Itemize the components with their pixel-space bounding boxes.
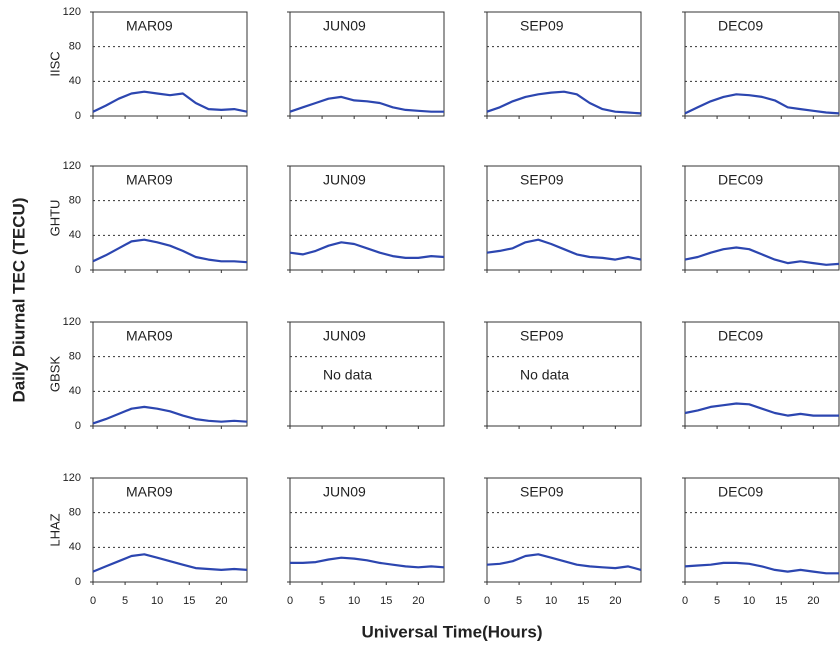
y-tick-label: 40 (69, 385, 81, 397)
plot-frame (92, 321, 248, 427)
x-tick-label: 5 (516, 595, 522, 607)
panel-title: JUN09 (323, 18, 366, 34)
y-tick-label: 40 (69, 229, 81, 241)
y-tick-label: 80 (69, 195, 81, 207)
x-tick-label: 20 (807, 595, 819, 607)
x-tick-label: 15 (775, 595, 787, 607)
panel-title: MAR09 (126, 18, 173, 34)
panel-title: JUN09 (323, 172, 366, 188)
x-tick-label: 15 (183, 595, 195, 607)
data-line (290, 556, 445, 569)
x-tick-label: 0 (287, 595, 293, 607)
y-tick-label: 120 (63, 6, 81, 18)
annotation: No data (520, 367, 569, 383)
data-line (92, 238, 248, 264)
data-line (289, 95, 444, 113)
y-tick-label: 120 (63, 160, 81, 172)
data-line (92, 553, 248, 573)
plot-frame (289, 477, 445, 583)
plot-frame (92, 477, 248, 583)
plot-frame (289, 11, 445, 117)
y-tick-label: 120 (63, 472, 81, 484)
panel-title: DEC09 (718, 484, 763, 500)
data-line (92, 90, 248, 113)
station-label: GHTU (47, 200, 62, 237)
panel-title: JUN09 (323, 484, 366, 500)
data-line (289, 241, 445, 259)
x-tick-label: 10 (348, 595, 360, 607)
y-tick-label: 0 (75, 264, 81, 276)
data-line (684, 561, 839, 575)
x-tick-label: 5 (122, 595, 128, 607)
plot-frame (486, 11, 642, 117)
y-tick-label: 80 (69, 41, 81, 53)
y-tick-label: 0 (75, 420, 81, 432)
data-line (486, 90, 642, 115)
data-line (684, 246, 840, 266)
x-tick-label: 5 (714, 595, 720, 607)
plot-frame (289, 165, 445, 271)
panel-title: MAR09 (126, 484, 173, 500)
panel-title: DEC09 (718, 328, 763, 344)
plot-frame (486, 477, 642, 583)
panel-title: JUN09 (323, 328, 366, 344)
x-tick-label: 20 (609, 595, 621, 607)
station-label: IISC (47, 51, 62, 76)
x-tick-label: 0 (90, 595, 96, 607)
panel-title: SEP09 (520, 328, 564, 344)
y-tick-label: 120 (63, 316, 81, 328)
x-tick-label: 15 (577, 595, 589, 607)
y-tick-label: 0 (75, 110, 81, 122)
plot-frame (684, 11, 840, 117)
x-tick-label: 10 (545, 595, 557, 607)
plot-frame (92, 11, 248, 117)
panel-title: DEC09 (718, 18, 763, 34)
x-tick-label: 20 (412, 595, 424, 607)
plot-frame (289, 321, 445, 427)
plot-frame (486, 165, 642, 271)
figure-xlabel: Universal Time(Hours) (361, 622, 542, 641)
plot-frame (684, 477, 840, 583)
data-line (684, 93, 840, 115)
panel-title: SEP09 (520, 484, 564, 500)
station-label: GBSK (47, 356, 62, 392)
y-tick-label: 80 (69, 351, 81, 363)
annotation: No data (323, 367, 372, 383)
panel-title: MAR09 (126, 172, 173, 188)
data-line (486, 553, 642, 571)
station-label: LHAZ (47, 513, 62, 546)
x-tick-label: 0 (682, 595, 688, 607)
x-tick-label: 20 (215, 595, 227, 607)
x-tick-label: 10 (743, 595, 755, 607)
y-tick-label: 40 (69, 75, 81, 87)
figure-ylabel: Daily Diurnal TEC (TECU) (9, 198, 28, 403)
plot-frame (684, 321, 840, 427)
x-tick-label: 15 (380, 595, 392, 607)
plot-frame (486, 321, 642, 427)
panel-title: DEC09 (718, 172, 763, 188)
y-tick-label: 0 (75, 576, 81, 588)
y-tick-label: 80 (69, 507, 81, 519)
y-tick-label: 40 (69, 541, 81, 553)
data-line (684, 402, 839, 417)
panel-title: SEP09 (520, 172, 564, 188)
x-tick-label: 5 (319, 595, 325, 607)
panel-title: MAR09 (126, 328, 173, 344)
x-tick-label: 0 (484, 595, 490, 607)
data-line (486, 238, 642, 261)
data-line (92, 405, 248, 425)
plot-frame (92, 165, 248, 271)
panel-title: SEP09 (520, 18, 564, 34)
plot-frame (684, 165, 840, 271)
x-tick-label: 10 (151, 595, 163, 607)
